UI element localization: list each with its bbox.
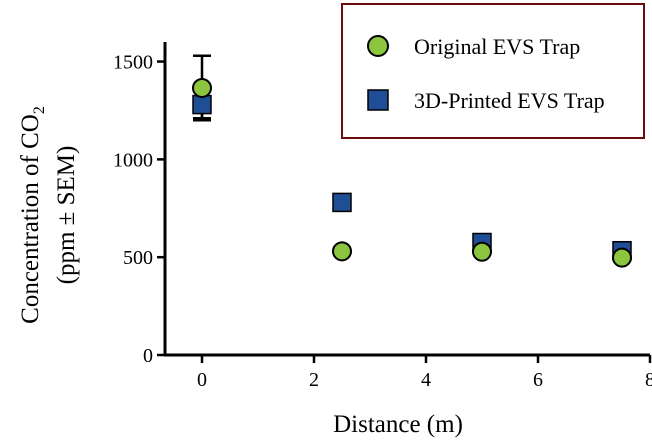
point-original xyxy=(612,247,632,268)
x-tick-label: 2 xyxy=(309,369,319,391)
y-axis-title-line1: Concentration of CO xyxy=(17,114,44,324)
axis-ticks: 0 500 1000 1500 0 2 4 6 8 xyxy=(113,52,652,391)
axes xyxy=(163,42,650,357)
y-axis-title-subscript: 2 xyxy=(31,106,48,114)
point-3d-printed xyxy=(192,94,212,115)
point-3d-printed xyxy=(332,192,352,213)
y-tick-label: 1000 xyxy=(113,149,153,171)
x-tick-label: 4 xyxy=(421,369,431,391)
legend-label-3d-printed: 3D-Printed EVS Trap xyxy=(414,88,605,113)
svg-text:Concentration of CO2: Concentration of CO2 xyxy=(17,106,48,324)
legend-marker-3d-printed xyxy=(367,89,389,111)
y-axis-title-line2: (ppm ± SEM) xyxy=(53,146,80,285)
y-tick-label: 500 xyxy=(123,247,153,269)
point-original xyxy=(332,241,352,262)
legend-marker-original xyxy=(367,35,389,57)
x-axis-title: Distance (m) xyxy=(333,411,463,438)
x-tick-label: 6 xyxy=(533,369,543,391)
legend-box xyxy=(341,3,645,139)
x-tick-label: 8 xyxy=(645,369,652,391)
point-original xyxy=(192,77,212,98)
legend-label-original: Original EVS Trap xyxy=(414,34,580,59)
legend: Original EVS Trap 3D-Printed EVS Trap xyxy=(341,3,645,139)
y-axis-title: Concentration of CO2 (ppm ± SEM) xyxy=(17,106,80,324)
x-tick-label: 0 xyxy=(197,369,207,391)
y-tick-label: 0 xyxy=(143,345,153,367)
point-original xyxy=(472,241,492,262)
data-points xyxy=(192,77,632,268)
y-tick-label: 1500 xyxy=(113,52,153,74)
